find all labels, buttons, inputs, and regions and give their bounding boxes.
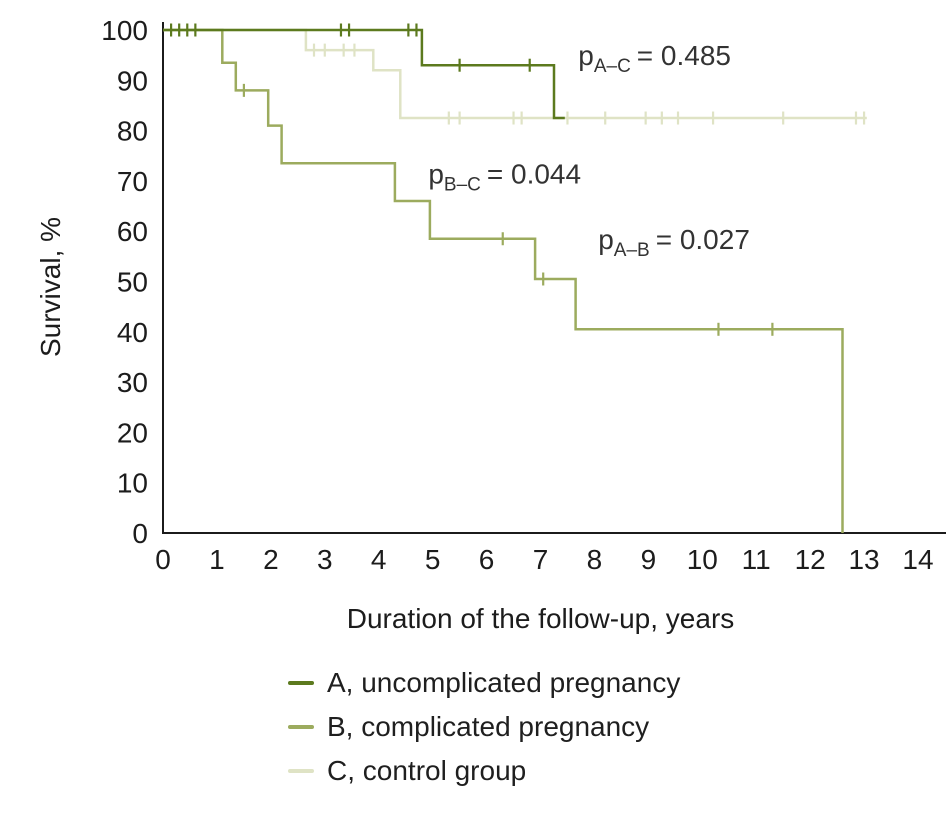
legend-swatch-group-c — [288, 769, 314, 773]
legend-swatch-group-a — [288, 681, 314, 685]
x-tick-label: 4 — [371, 544, 387, 575]
y-tick-label: 40 — [117, 317, 148, 348]
y-axis-title: Survival, % — [35, 217, 66, 357]
x-tick-label: 1 — [209, 544, 225, 575]
x-tick-label: 9 — [641, 544, 657, 575]
series-A-censor-marks — [169, 23, 531, 72]
x-tick-label: 13 — [848, 544, 879, 575]
x-tick-label: 14 — [902, 544, 933, 575]
legend-label-group-b: B, complicated pregnancy — [327, 711, 650, 742]
annotation-p-bc: pB–C = 0.044 — [428, 158, 581, 195]
y-tick-label: 50 — [117, 267, 148, 298]
x-tick-label: 7 — [533, 544, 549, 575]
legend-swatch-group-b — [288, 725, 314, 729]
x-tick-label: 10 — [687, 544, 718, 575]
x-tick-label: 0 — [155, 544, 171, 575]
y-tick-label: 30 — [117, 367, 148, 398]
x-tick-label: 11 — [742, 544, 771, 575]
y-tick-label: 80 — [117, 116, 148, 147]
series-B-line — [163, 28, 844, 533]
y-tick-label: 90 — [117, 65, 148, 96]
y-tick-label: 20 — [117, 417, 148, 448]
series-C-censor-marks — [312, 43, 866, 125]
x-tick-label: 2 — [263, 544, 279, 575]
legend-item-group-c: C, control group — [288, 754, 680, 788]
y-tick-label: 0 — [132, 518, 148, 549]
legend-label-group-a: A, uncomplicated pregnancy — [327, 667, 681, 698]
legend: A, uncomplicated pregnancy B, complicate… — [288, 666, 680, 788]
series-C-line — [163, 28, 867, 120]
legend-label-group-c: C, control group — [327, 755, 527, 786]
x-tick-label: 3 — [317, 544, 333, 575]
x-tick-label: 8 — [587, 544, 603, 575]
x-tick-label: 5 — [425, 544, 441, 575]
x-tick-label: 6 — [479, 544, 495, 575]
annotation-p-ac: pA–C = 0.485 — [578, 40, 731, 77]
legend-item-group-a: A, uncomplicated pregnancy — [288, 666, 680, 700]
y-tick-label: 100 — [101, 15, 148, 46]
series-A-line — [163, 28, 565, 120]
legend-item-group-b: B, complicated pregnancy — [288, 710, 680, 744]
series-B-censor-marks — [242, 83, 774, 336]
x-tick-label: 12 — [795, 544, 826, 575]
annotation-p-ab: pA–B = 0.027 — [598, 224, 750, 261]
y-tick-label: 70 — [117, 166, 148, 197]
y-tick-label: 60 — [117, 216, 148, 247]
y-tick-label: 10 — [117, 468, 148, 499]
x-axis-title: Duration of the follow-up, years — [347, 603, 735, 634]
